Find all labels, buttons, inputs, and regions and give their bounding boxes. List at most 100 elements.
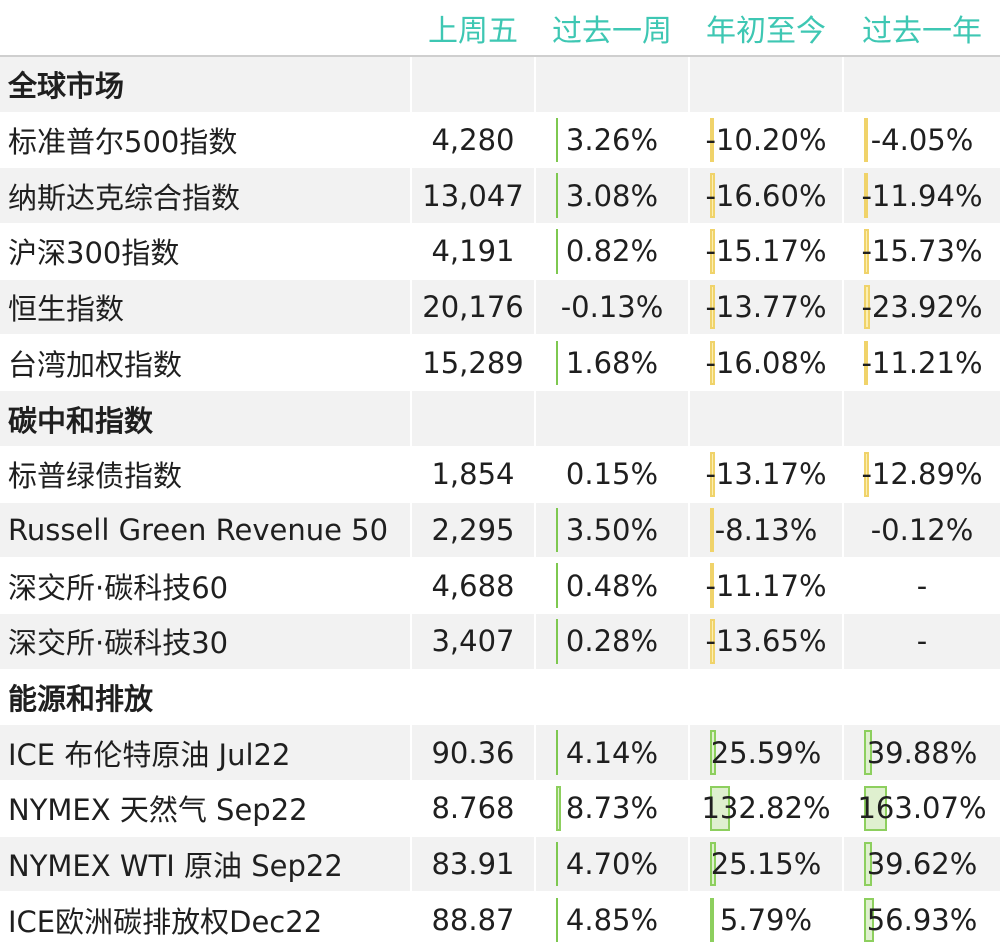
year-bar	[864, 229, 869, 274]
column-header-ytd: 年初至今	[706, 14, 826, 49]
table-row: NYMEX 天然气 Sep22 8.768 8.73% 132.82% 163.07%	[0, 781, 1000, 836]
table-row: 标准普尔500指数 4,280 3.26% -10.20% -4.05%	[0, 113, 1000, 168]
price-value: 2,295	[431, 512, 515, 547]
cell-background	[412, 391, 534, 446]
index-name: 标准普尔500指数	[8, 125, 238, 160]
year-bar	[864, 897, 874, 943]
year-value: -	[916, 568, 928, 603]
ytd-bar	[710, 897, 714, 943]
cell-background	[690, 57, 842, 112]
week-value: 0.28%	[565, 624, 659, 659]
year-bar	[864, 284, 870, 330]
year-value: -0.12%	[870, 512, 974, 547]
cell-background	[690, 670, 842, 725]
ytd-bar	[710, 340, 715, 386]
week-bar	[556, 563, 558, 608]
price-value: 8.768	[431, 791, 515, 826]
cell-background	[412, 168, 534, 224]
ytd-value: -10.20%	[705, 123, 827, 158]
ytd-value: -8.13%	[714, 512, 818, 547]
cell-background	[844, 670, 1000, 725]
year-value: -12.89%	[861, 457, 983, 492]
cell-background	[844, 57, 1000, 112]
week-value: -0.13%	[560, 290, 664, 325]
price-value: 90.36	[431, 735, 515, 770]
section-title: 碳中和指数	[8, 403, 154, 438]
table-row: 恒生指数 20,176 -0.13% -13.77% -23.92%	[0, 279, 1000, 335]
cell-background	[0, 836, 410, 892]
week-bar	[556, 117, 558, 163]
cell-background	[536, 168, 688, 224]
year-value: 39.88%	[866, 735, 978, 770]
table-row: 深交所·碳科技30 3,407 0.28% -13.65% -	[0, 614, 1000, 669]
week-bar	[556, 173, 558, 219]
price-value: 83.91	[431, 847, 515, 882]
ytd-bar	[710, 284, 715, 330]
header-divider	[0, 55, 1000, 57]
cell-background	[536, 614, 688, 669]
table-row: 深交所·碳科技60 4,688 0.48% -11.17% -	[0, 558, 1000, 613]
table-row: 纳斯达克综合指数 13,047 3.08% -16.60% -11.94%	[0, 168, 1000, 224]
year-bar	[864, 173, 868, 219]
cell-background	[412, 502, 534, 558]
week-bar	[556, 229, 558, 274]
table-row: 沪深300指数 4,191 0.82% -15.17% -15.73%	[0, 224, 1000, 279]
ytd-value: -13.17%	[705, 457, 827, 492]
week-value: 0.15%	[565, 457, 659, 492]
cell-background	[536, 391, 688, 446]
ytd-bar	[710, 619, 715, 664]
cell-background	[844, 168, 1000, 224]
ytd-bar	[710, 730, 716, 776]
ytd-value: 5.79%	[719, 902, 813, 937]
year-value: -11.94%	[861, 178, 983, 213]
ytd-value: -15.17%	[705, 234, 827, 269]
cell-background	[536, 57, 688, 112]
cell-background	[536, 836, 688, 892]
year-bar	[864, 786, 887, 831]
table-row: ICE 布伦特原油 Jul22 90.36 4.14% 25.59% 39.88%	[0, 725, 1000, 781]
section-title: 全球市场	[8, 69, 125, 104]
ytd-value: -16.60%	[705, 178, 827, 213]
week-bar	[556, 786, 561, 831]
ytd-value: -13.65%	[705, 624, 827, 659]
index-name: 标普绿债指数	[8, 459, 183, 494]
section-title: 能源和排放	[8, 682, 154, 717]
cell-background	[844, 391, 1000, 446]
cell-background	[536, 670, 688, 725]
week-bar	[556, 619, 558, 664]
cell-background	[412, 836, 534, 892]
price-value: 4,280	[431, 123, 515, 158]
week-bar	[556, 841, 558, 887]
cell-background	[412, 725, 534, 781]
cell-background	[844, 279, 1000, 335]
index-name: 纳斯达克综合指数	[8, 180, 241, 215]
week-value: 0.82%	[565, 234, 659, 269]
ytd-value: 25.15%	[710, 847, 822, 882]
week-bar	[556, 340, 558, 386]
year-value: -15.73%	[861, 234, 983, 269]
ytd-bar	[710, 563, 714, 608]
price-value: 3,407	[431, 624, 515, 659]
year-bar	[864, 841, 872, 887]
ytd-bar	[710, 117, 714, 163]
index-name: 恒生指数	[8, 292, 125, 327]
cell-background	[844, 502, 1000, 558]
table-row: ICE欧洲碳排放权Dec22 88.87 4.85% 5.79% 56.93%	[0, 893, 1000, 948]
cell-background	[690, 279, 842, 335]
cell-background	[0, 725, 410, 781]
year-bar	[864, 451, 869, 497]
ytd-value: 132.82%	[701, 791, 831, 826]
week-value: 4.70%	[565, 847, 659, 882]
index-name: 深交所·碳科技60	[8, 570, 229, 605]
index-name: Russell Green Revenue 50	[8, 512, 389, 547]
cell-background	[536, 502, 688, 558]
cell-background	[412, 279, 534, 335]
ytd-bar	[710, 507, 714, 553]
section-row: 能源和排放	[0, 670, 1000, 725]
week-value: 4.14%	[565, 735, 659, 770]
week-bar	[556, 507, 558, 553]
year-value: -23.92%	[861, 290, 983, 325]
week-value: 8.73%	[565, 791, 659, 826]
week-value: 3.08%	[565, 178, 659, 213]
ytd-bar	[710, 841, 716, 887]
